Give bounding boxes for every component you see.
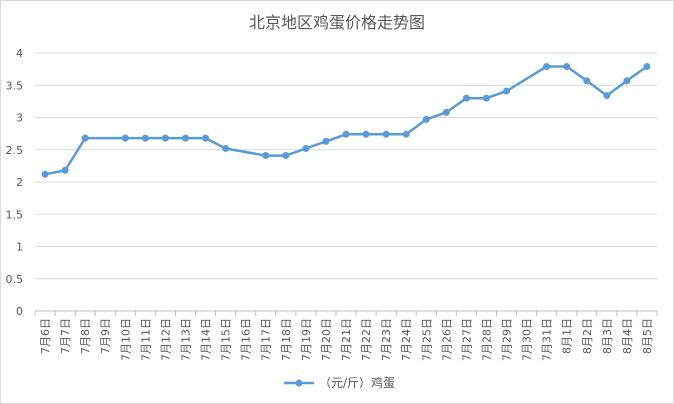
x-tick-label: 7月17日 [260,318,273,361]
x-tick-label: 7月6日 [39,318,52,354]
legend: （元/斤）鸡蛋 [284,375,395,390]
x-tick-label: 8月4日 [621,318,634,354]
x-tick-label: 7月28日 [480,318,493,361]
data-point [262,152,270,160]
data-point [422,115,430,123]
data-point [603,92,611,100]
x-tick-label: 7月26日 [440,318,453,361]
y-tick-label: 0 [16,305,23,318]
x-tick-label: 7月25日 [420,318,433,361]
y-tick-label: 3 [16,112,23,125]
data-point [482,94,490,102]
data-point [181,134,189,142]
y-tick-label: 0.5 [6,273,24,286]
data-point [402,130,410,138]
y-tick-label: 2 [16,176,23,189]
x-tick-label: 7月27日 [460,318,473,361]
data-point [362,130,370,138]
data-point [41,170,49,178]
chart-title: 北京地区鸡蛋价格走势图 [249,13,425,32]
data-point [61,166,69,174]
data-point [382,130,390,138]
data-point [503,87,511,95]
data-point [643,63,651,71]
x-tick-label: 7月30日 [521,318,534,361]
data-point [202,134,210,142]
x-tick-label: 7月9日 [99,318,112,354]
x-tick-label: 8月1日 [561,318,574,354]
x-tick-label: 7月29日 [501,318,514,361]
data-point [302,144,310,152]
data-point [322,137,330,145]
data-point [563,63,571,71]
data-point [543,63,551,71]
x-tick-label: 7月13日 [179,318,192,361]
x-tick-label: 7月14日 [200,318,213,361]
y-tick-label: 1 [16,241,23,254]
x-tick-label: 7月8日 [79,318,92,354]
x-tick-label: 7月15日 [220,318,233,361]
series-layer [41,63,651,178]
y-tick-label: 2.5 [6,144,24,157]
data-point [222,144,230,152]
data-point [141,134,149,142]
data-point [462,94,470,102]
data-point [583,77,591,85]
data-point [442,108,450,116]
x-tick-label: 8月2日 [581,318,594,354]
y-tick-label: 1.5 [6,208,24,221]
x-tick-label: 7月23日 [380,318,393,361]
data-point [81,134,89,142]
x-tick-label: 7月24日 [400,318,413,361]
data-point [623,77,631,85]
x-tick-label: 7月18日 [280,318,293,361]
data-point [342,130,350,138]
x-tick-label: 7月7日 [59,318,72,354]
x-tick-label: 7月16日 [240,318,253,361]
legend-label: （元/斤）鸡蛋 [319,375,395,390]
x-axis-ticks: 7月6日 7月7日 7月8日 7月9日 7月10日 7月11日 7月12日 7月13日 7月14… [34,311,658,361]
x-tick-label: 7月10日 [119,318,132,361]
y-tick-label: 3.5 [6,79,24,92]
x-tick-label: 7月22日 [360,318,373,361]
x-tick-label: 8月5日 [641,318,654,354]
x-tick-label: 7月19日 [300,318,313,361]
data-point [121,134,129,142]
x-tick-label: 7月12日 [159,318,172,361]
data-point [161,134,169,142]
y-tick-label: 4 [16,47,23,60]
legend-marker-icon [295,379,303,387]
data-point [282,152,290,160]
y-axis-ticks: 0 0.5 1 1.5 2 2.5 3 3.5 4 [6,47,24,318]
x-tick-label: 7月20日 [320,318,333,361]
gridlines [35,52,657,312]
series-line [44,65,648,176]
x-tick-label: 8月3日 [601,318,614,354]
x-tick-label: 7月21日 [340,318,353,361]
x-tick-label: 7月11日 [139,318,152,361]
x-tick-label: 7月31日 [541,318,554,361]
